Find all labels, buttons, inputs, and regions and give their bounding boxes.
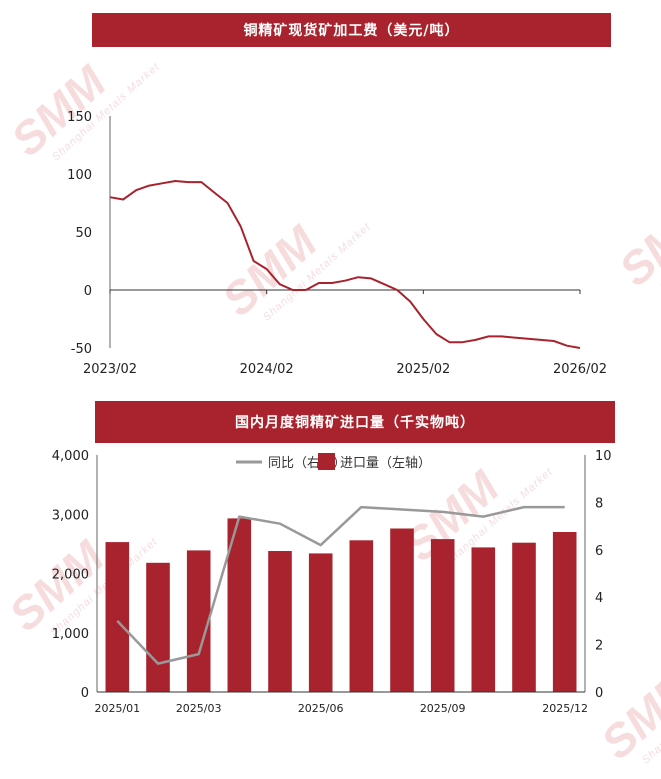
yoy-line [116,505,565,665]
import-bar [186,550,211,692]
y-tick-label: 50 [75,226,92,241]
right-tick-label: 10 [595,449,612,464]
import-bar [552,532,577,692]
legend-label-imports: 进口量（左轴） [340,456,431,471]
import-bar [430,539,455,692]
import-bar [349,540,374,692]
x-tick-label: 2024/02 [240,362,294,377]
import-bar [146,562,170,692]
left-tick-label: 1,000 [52,627,89,642]
y-tick-label: 150 [67,110,92,125]
import-bar [227,518,252,692]
y-tick-label: 100 [67,168,92,183]
import-bar [471,547,496,692]
chart1-title: 铜精矿现货矿加工费（美元/吨） [92,13,611,47]
import-bar [390,528,414,692]
left-tick-label: 0 [81,686,89,701]
right-tick-label: 8 [595,496,603,511]
x-tick-label: 2025/03 [176,702,222,715]
import-volume-chart: 4,000 3,000 2,000 1,000 0 10 8 6 4 2 0 2025/01 2025/… [52,449,612,715]
import-bar [105,542,130,692]
tc-line-chart: 150 100 50 0 -50 2023/02 2024/02 2025/02 2026/02 [67,110,607,377]
x-tick-label: 2025/09 [420,702,466,715]
x-tick-label: 2025/01 [94,702,140,715]
x-tick-label: 2025/02 [396,362,450,377]
right-tick-label: 2 [595,639,603,654]
left-tick-label: 3,000 [52,508,89,523]
right-tick-label: 0 [595,686,603,701]
import-bar [308,553,333,692]
y-tick-label: 0 [84,284,92,299]
tc-series-line [109,180,581,349]
legend-swatch-imports [318,453,335,470]
chart2-title: 国内月度铜精矿进口量（千实物吨） [95,401,615,443]
right-tick-label: 4 [595,591,603,606]
y-tick-label: -50 [71,342,92,357]
right-tick-label: 6 [595,544,603,559]
import-bar [512,542,536,692]
import-bar [268,551,292,692]
x-tick-label: 2025/12 [542,702,588,715]
x-tick-label: 2025/06 [298,702,344,715]
x-tick-label: 2023/02 [83,362,137,377]
left-tick-label: 4,000 [52,449,89,464]
x-tick-label: 2026/02 [553,362,607,377]
left-tick-label: 2,000 [52,568,89,583]
